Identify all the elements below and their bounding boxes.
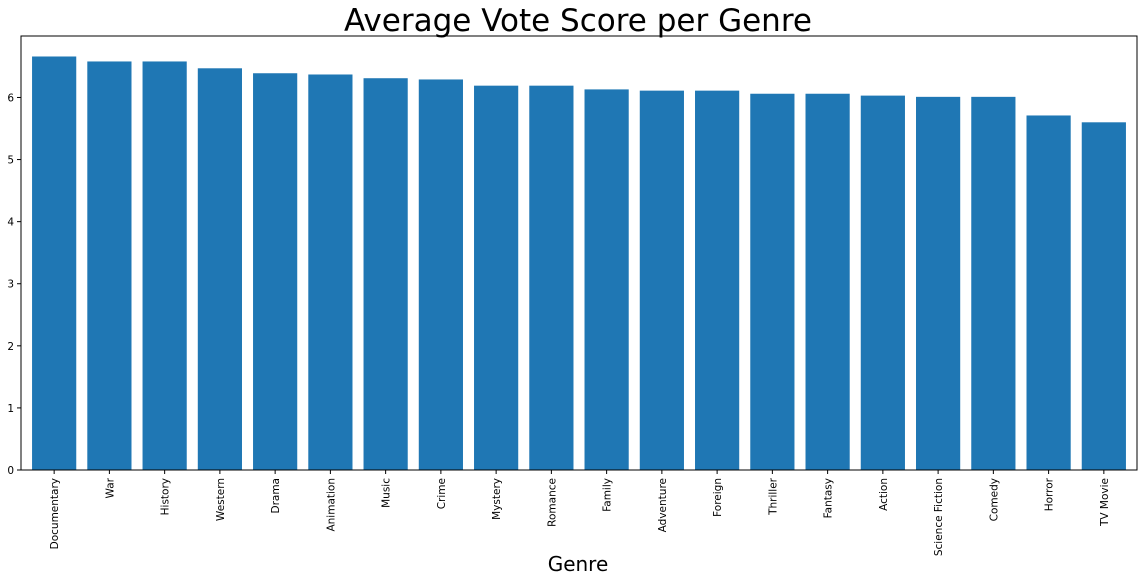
bar-mystery [474,85,519,471]
x-tick-label: Documentary [49,478,61,549]
x-tick-label: Adventure [657,478,669,532]
x-tick-label: Thriller [767,477,779,516]
x-tick-label: Fantasy [823,478,835,518]
y-tick-label: 5 [7,155,14,167]
bar-crime [418,79,463,471]
x-axis-ticks: Documentary War History Western Drama Animati… [49,470,1111,556]
x-tick-label: TV Movie [1099,478,1111,527]
x-tick-label: Animation [325,478,337,532]
bar-foreign [695,90,740,470]
bars [32,56,1126,471]
bar-comedy [971,96,1016,470]
bar-adventure [639,90,684,470]
x-tick-label: Western [215,478,227,521]
bar-family [584,89,629,471]
y-tick-label: 3 [7,279,14,291]
chart-title: Average Vote Score per Genre [344,3,812,39]
y-axis-ticks: 0 1 2 3 4 5 6 [7,92,21,477]
bar-action [860,95,905,471]
bar-war [87,61,132,471]
plot-frame [20,35,1138,471]
bar-drama [253,73,298,470]
bar-fantasy [805,93,850,471]
y-tick-label: 2 [7,341,14,353]
x-tick-label: Mystery [491,478,503,520]
bar-history [142,61,187,471]
bar-thriller [750,93,795,471]
bar-animation [308,74,353,471]
x-tick-label: Action [878,478,890,511]
x-tick-label: War [104,477,116,498]
x-tick-label: Romance [546,478,558,527]
y-tick-label: 6 [7,92,14,104]
bar-western [197,68,242,470]
bar-science-fiction [916,96,961,470]
x-tick-label: Comedy [988,478,1000,521]
x-tick-label: Family [602,478,614,512]
x-tick-label: Crime [436,478,448,509]
bar-romance [529,85,574,471]
x-tick-label: Horror [1044,477,1056,511]
bar-documentary [32,56,77,471]
x-tick-label: Drama [270,478,282,514]
bar-tv-movie [1081,122,1126,471]
bar-music [363,78,408,470]
x-tick-label: History [160,478,172,515]
x-tick-label: Science Fiction [933,478,945,556]
x-tick-label: Foreign [712,478,724,517]
x-tick-label: Music [381,478,393,508]
y-tick-label: 1 [7,403,14,415]
bar-horror [1026,115,1071,470]
x-axis-label: Genre [548,552,609,576]
y-tick-label: 4 [7,217,14,229]
y-tick-label: 0 [7,465,14,477]
